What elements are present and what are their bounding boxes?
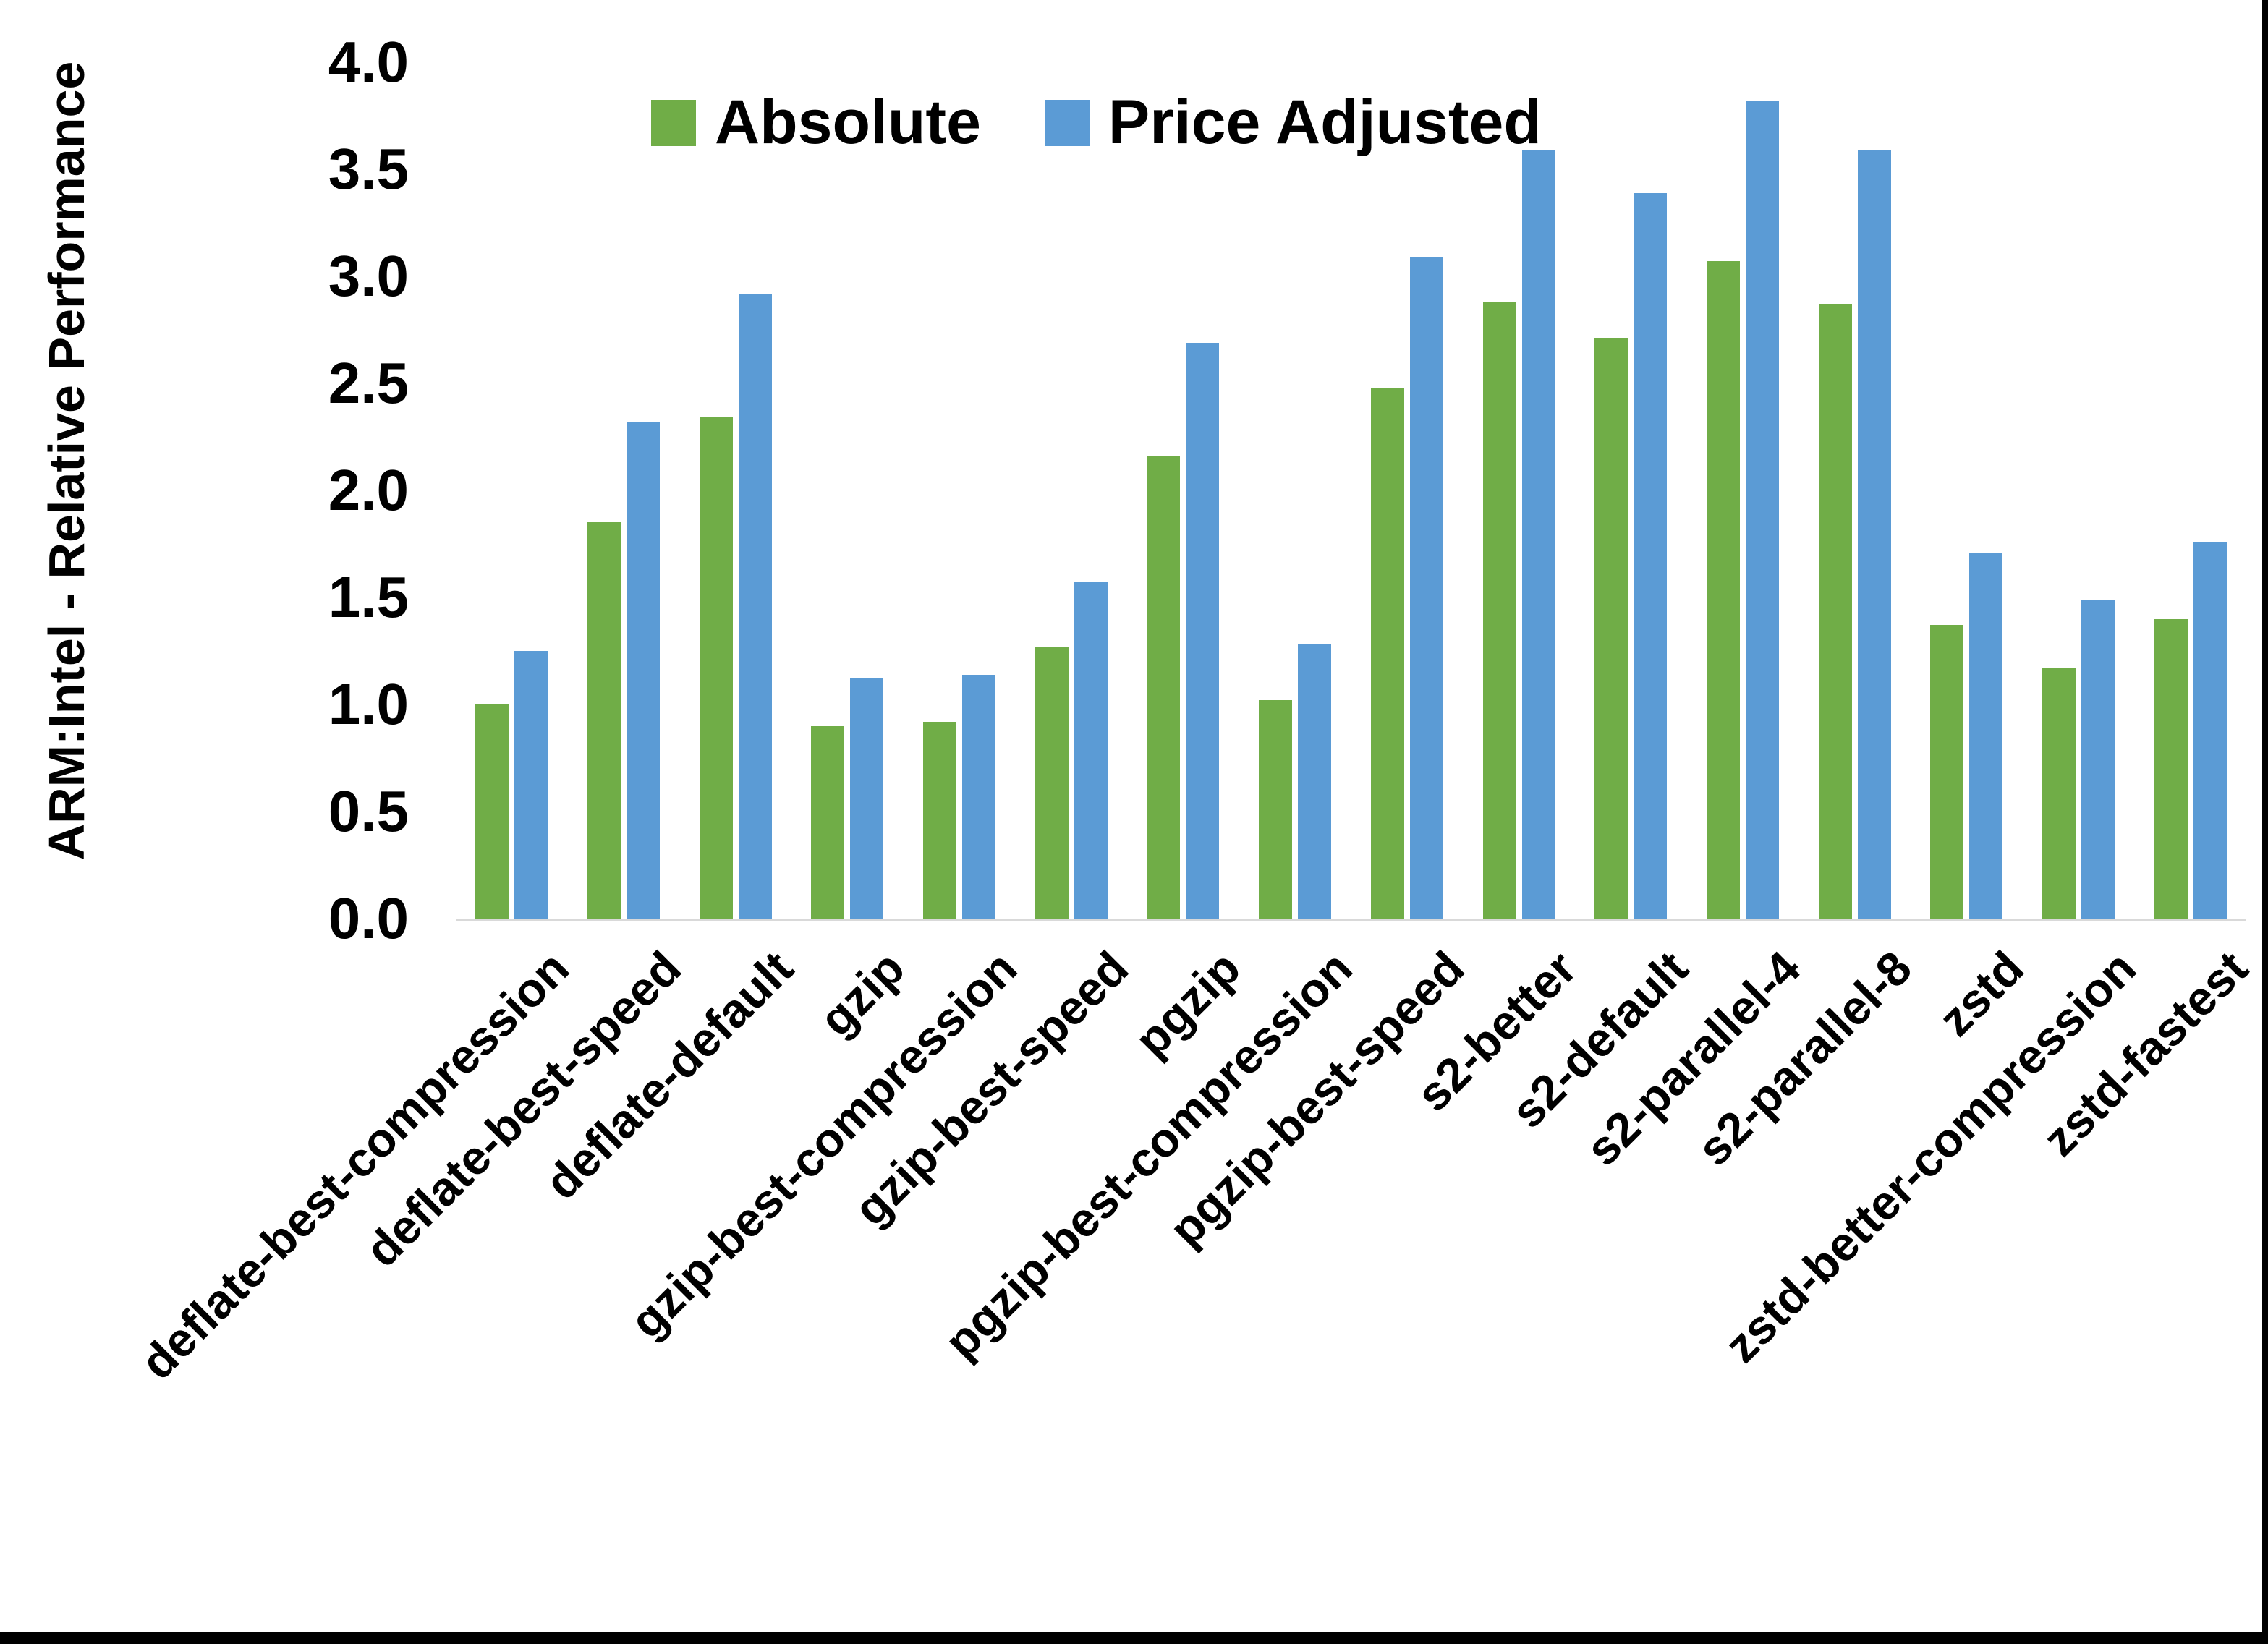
bar-absolute-s2-default (1594, 338, 1628, 919)
bar-price-adjusted-s2-parallel-8 (1858, 150, 1891, 919)
bar-price-adjusted-pgzip (1186, 343, 1219, 919)
bar-price-adjusted-deflate-default (739, 294, 772, 919)
bar-absolute-pgzip-best-compression (1259, 700, 1292, 919)
bar-price-adjusted-deflate-best-compression (514, 651, 548, 919)
bar-price-adjusted-zstd (1969, 553, 2002, 919)
y-tick-label-2.0: 2.0 (328, 458, 409, 522)
y-tick-label-0.5: 0.5 (328, 779, 409, 843)
bar-absolute-deflate-best-compression (475, 704, 509, 919)
bar-price-adjusted-zstd-fastest (2193, 542, 2227, 919)
legend-swatch-absolute (651, 99, 696, 146)
legend-entry-price-adjusted: Price Adjusted (1044, 87, 1542, 158)
y-tick-label-3.5: 3.5 (328, 137, 409, 201)
legend: Absolute Price Adjusted (651, 87, 1585, 158)
bar-price-adjusted-s2-parallel-4 (1746, 101, 1779, 919)
bar-absolute-pgzip-best-speed (1371, 388, 1404, 919)
y-tick-label-1.5: 1.5 (328, 565, 409, 629)
bar-price-adjusted-pgzip-best-speed (1410, 257, 1443, 919)
bar-absolute-pgzip (1147, 456, 1180, 919)
legend-label-price-adjusted: Price Adjusted (1108, 88, 1542, 157)
bar-price-adjusted-deflate-best-speed (627, 422, 660, 919)
bar-price-adjusted-gzip-best-compression (962, 675, 995, 919)
y-tick-label-4.0: 4.0 (328, 30, 409, 94)
bar-absolute-zstd (1930, 625, 1963, 919)
bar-absolute-deflate-best-speed (587, 522, 621, 919)
legend-entry-absolute: Absolute (651, 87, 981, 158)
screen-edge-bottom (0, 1632, 2268, 1644)
bar-absolute-s2-parallel-8 (1819, 304, 1852, 919)
bar-absolute-gzip (811, 726, 844, 919)
bar-absolute-gzip-best-compression (923, 722, 956, 919)
bar-price-adjusted-s2-default (1634, 193, 1667, 919)
bar-absolute-zstd-better-compression (2042, 668, 2076, 919)
y-tick-label-2.5: 2.5 (328, 351, 409, 415)
bar-absolute-gzip-best-speed (1035, 647, 1069, 919)
y-tick-label-0.0: 0.0 (328, 886, 409, 950)
bar-price-adjusted-s2-better (1522, 150, 1555, 919)
bar-absolute-deflate-default (700, 417, 733, 919)
bar-price-adjusted-zstd-better-compression (2081, 600, 2115, 919)
bar-absolute-zstd-fastest (2154, 619, 2188, 919)
x-category-label-deflate-best-compression: deflate-best-compression (130, 940, 579, 1389)
bar-price-adjusted-gzip (850, 678, 883, 919)
legend-swatch-price-adjusted (1044, 99, 1090, 146)
legend-label-absolute: Absolute (715, 88, 981, 157)
bar-absolute-s2-better (1483, 302, 1516, 919)
bar-price-adjusted-gzip-best-speed (1074, 582, 1108, 919)
screen-edge-right (2262, 0, 2268, 1644)
y-axis-title: ARM:Intel - Relative Performance (38, 61, 95, 861)
bar-absolute-s2-parallel-4 (1707, 261, 1740, 919)
y-tick-label-1.0: 1.0 (328, 672, 409, 736)
x-axis-line (456, 919, 2246, 921)
bar-price-adjusted-pgzip-best-compression (1298, 644, 1331, 919)
y-tick-label-3.0: 3.0 (328, 244, 409, 308)
